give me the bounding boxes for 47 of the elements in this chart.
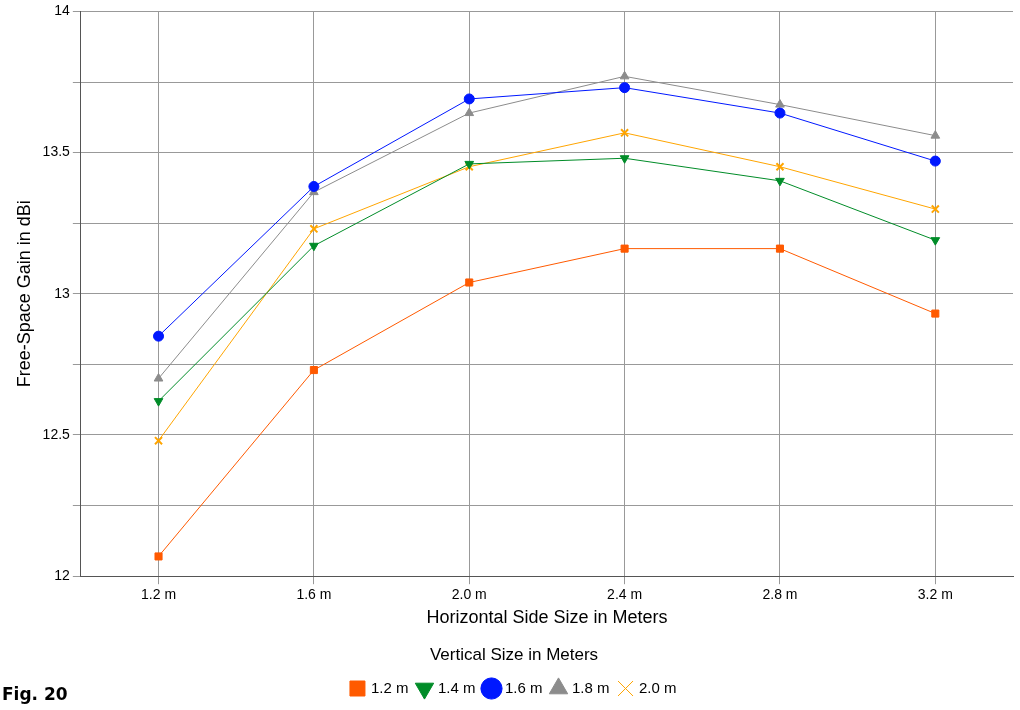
point <box>775 162 785 172</box>
y-axis-title: Free-Space Gain in dBi <box>13 200 34 388</box>
point <box>309 366 318 375</box>
y-tick-label: 12.5 <box>42 425 71 442</box>
point <box>619 70 630 80</box>
x-tick-label: 1.6 m <box>296 586 332 603</box>
point <box>309 224 319 234</box>
point <box>930 204 940 214</box>
x-tick-label: 2.0 m <box>451 586 487 603</box>
point <box>774 107 786 119</box>
point <box>775 244 784 253</box>
x-tick-label: 1.2 m <box>141 586 177 603</box>
y-tick-label: 12 <box>54 567 71 584</box>
x-tick-label: 2.8 m <box>762 586 798 603</box>
y-tick-label: 14 <box>54 2 71 19</box>
point <box>931 309 940 318</box>
legend-label: 1.2 m <box>370 678 409 696</box>
point <box>930 237 941 246</box>
point <box>153 373 164 382</box>
point <box>153 330 165 342</box>
point <box>775 99 785 108</box>
x-tick-label: 3.2 m <box>917 586 953 603</box>
point <box>463 93 475 105</box>
point <box>620 244 629 253</box>
point <box>930 130 941 139</box>
legend-label: 1.6 m <box>504 678 543 696</box>
point <box>153 436 164 446</box>
point <box>465 278 474 287</box>
x-tick-label: 2.4 m <box>607 586 643 603</box>
legend-label: 2.0 m <box>639 678 677 696</box>
point <box>929 155 941 167</box>
point <box>619 82 631 94</box>
point <box>153 398 164 407</box>
point <box>154 552 163 561</box>
legend-title: Vertical Size in Meters <box>429 644 599 664</box>
caption: Fig. 20 <box>2 684 68 704</box>
point <box>620 128 630 138</box>
y-tick-label: 13 <box>54 284 71 301</box>
point <box>464 107 475 117</box>
legend-label: 1.8 m <box>572 678 610 696</box>
point <box>309 242 319 252</box>
point <box>308 180 320 192</box>
x-axis-title: Horizontal Side Size in Meters <box>426 606 668 627</box>
y-tick-label: 13.5 <box>42 143 71 160</box>
point <box>619 155 630 164</box>
point <box>775 177 785 187</box>
legend-label: 1.4 m <box>437 678 476 696</box>
